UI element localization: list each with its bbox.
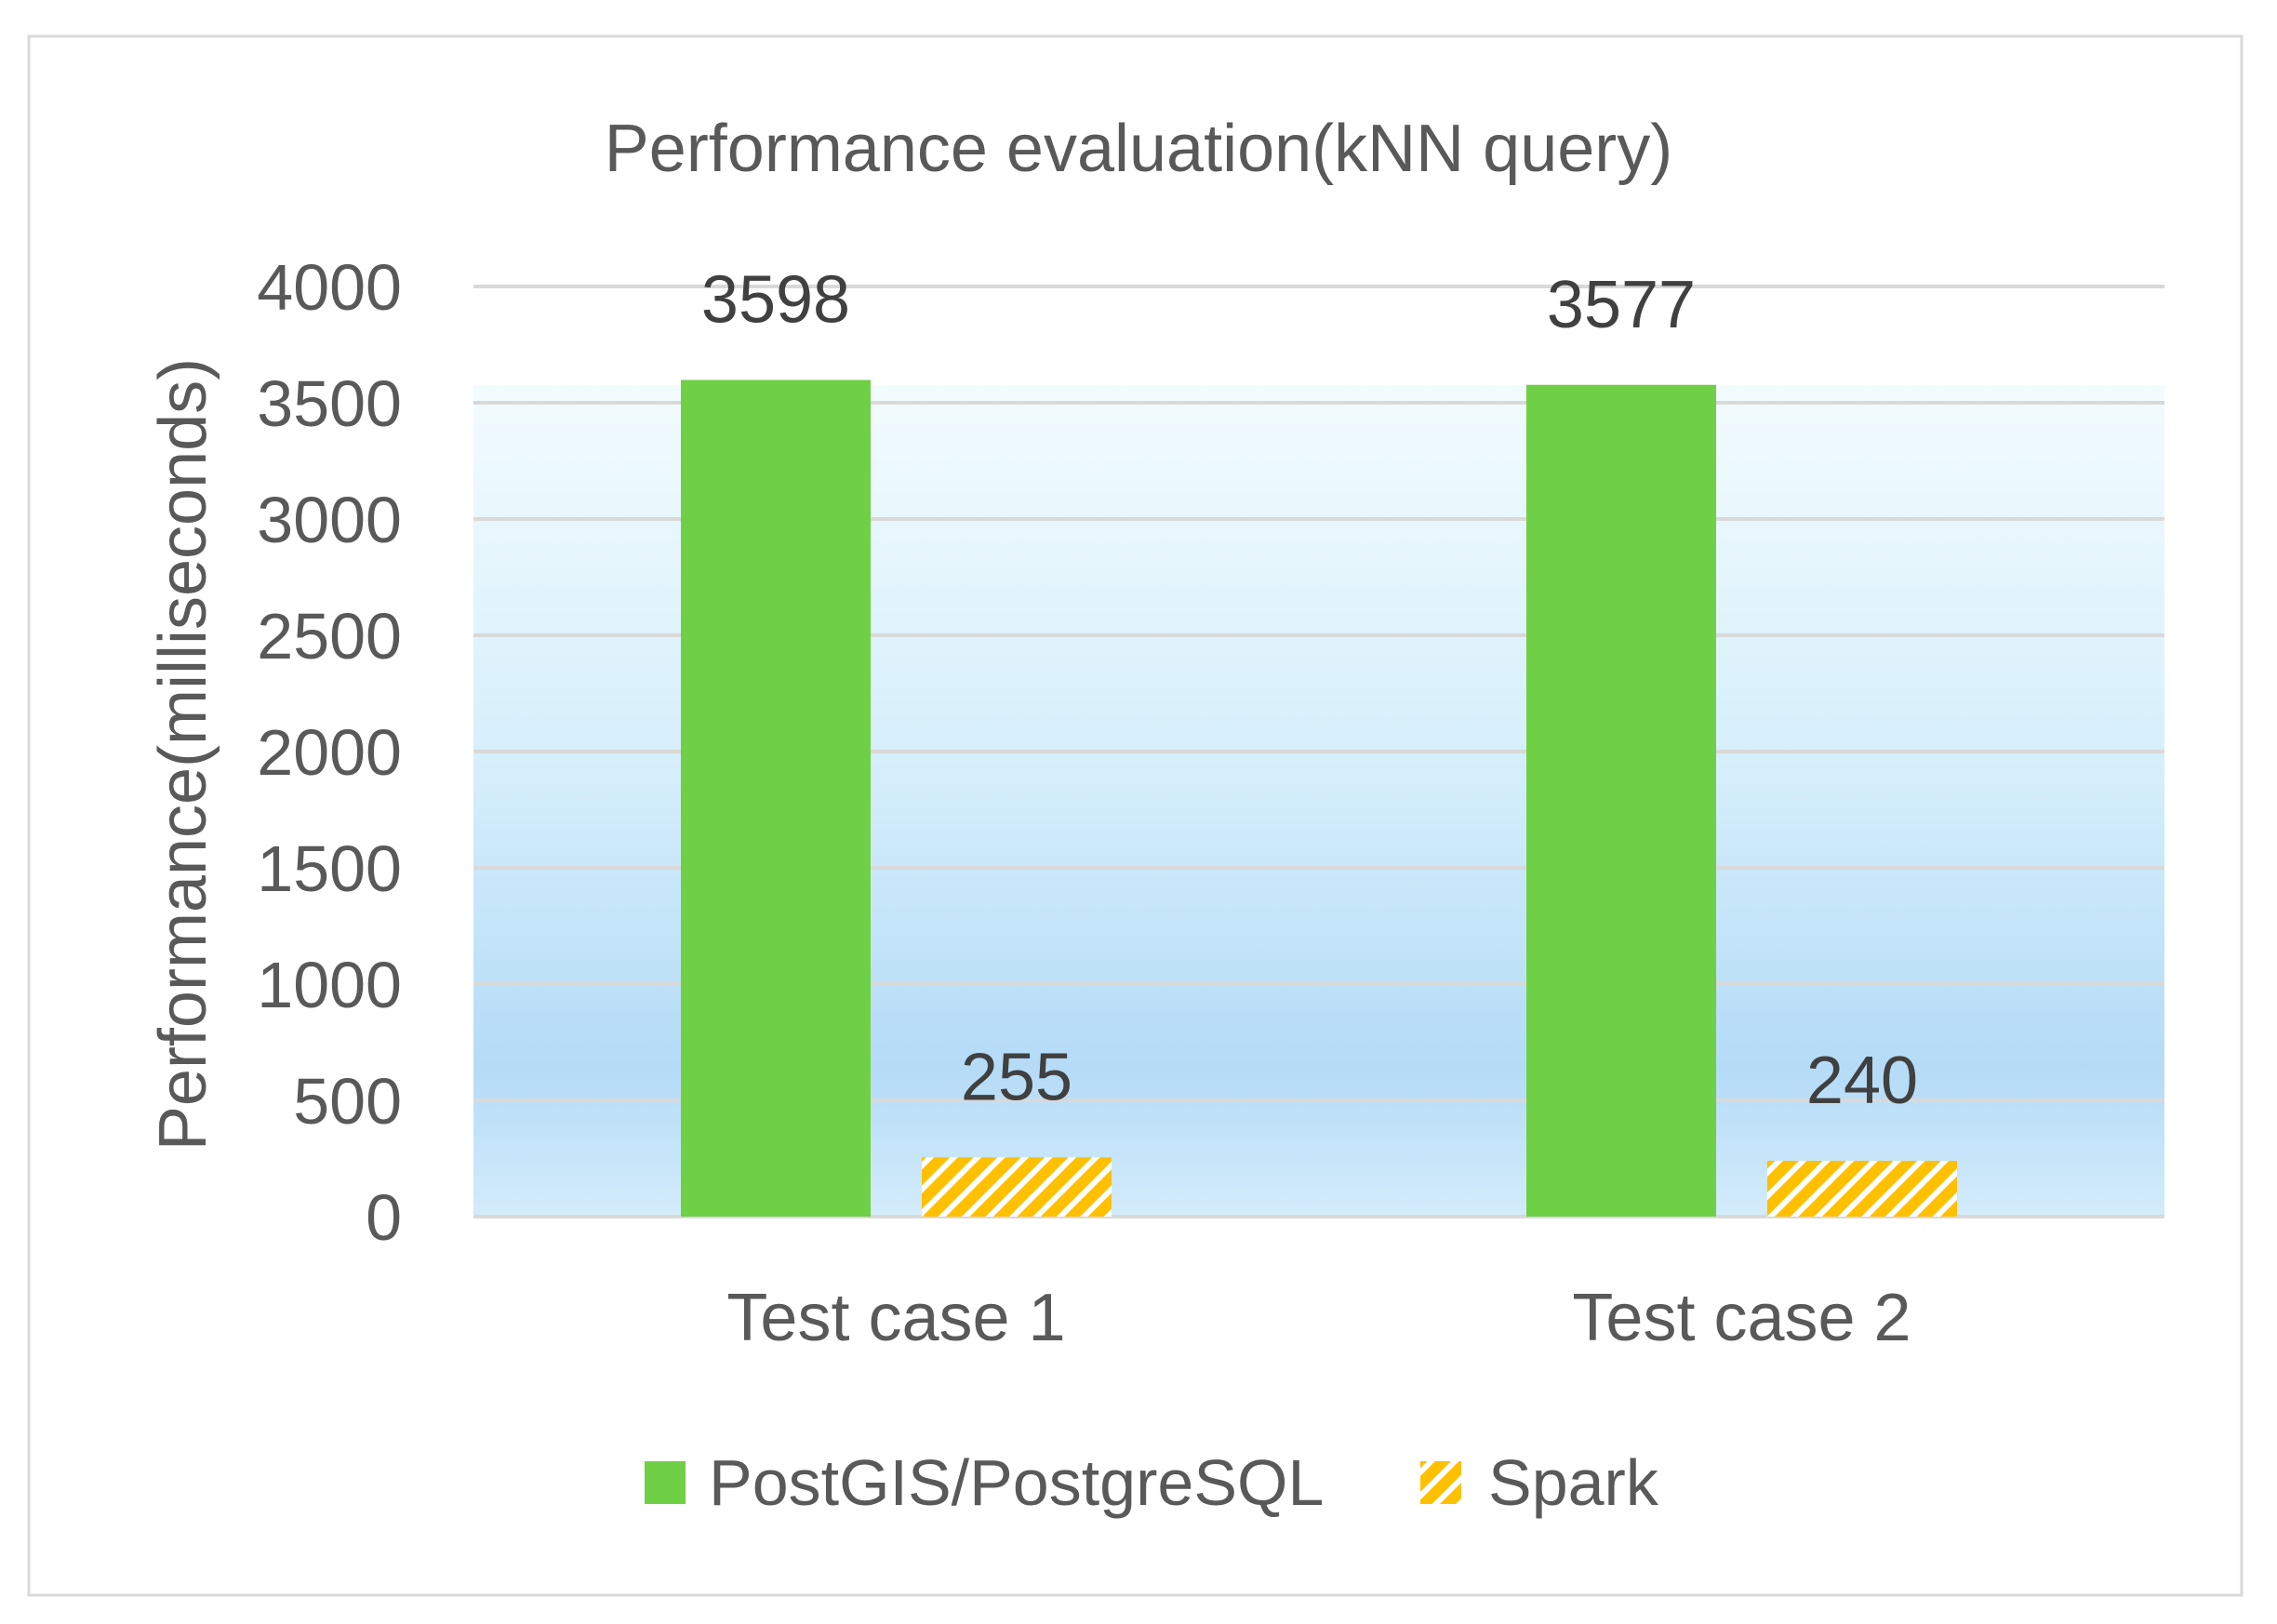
data-label-postgis-postgresql-test-case-1: 3598 xyxy=(701,263,850,338)
y-tick-label: 1500 xyxy=(257,832,402,905)
legend-swatch-postgis-postgresql xyxy=(645,1461,686,1504)
y-tick-label: 1000 xyxy=(257,949,402,1021)
y-tick-label: 2000 xyxy=(257,716,402,789)
y-tick-label: 4000 xyxy=(257,251,402,324)
data-labels: 3598 255 3577 240 xyxy=(701,263,1918,1119)
data-label-spark-test-case-2: 240 xyxy=(1806,1044,1918,1118)
bars xyxy=(681,379,1957,1217)
y-tick-label: 2500 xyxy=(257,600,402,672)
bar-spark-test-case-1 xyxy=(922,1157,1112,1217)
y-tick-label: 3000 xyxy=(257,484,402,556)
y-axis-title: Performance(milliseconds) xyxy=(146,358,220,1151)
legend-label-postgis-postgresql: PostGIS/PostgreSQL xyxy=(709,1446,1324,1519)
legend-swatch-spark xyxy=(1420,1461,1461,1504)
y-tick-label: 3500 xyxy=(257,367,402,440)
y-axis-tick-labels: 0 500 1000 1500 2000 2500 3000 3500 4000 xyxy=(257,251,402,1254)
x-axis-category-labels: Test case 1 Test case 2 xyxy=(726,1281,1911,1355)
legend-label-spark: Spark xyxy=(1488,1446,1659,1519)
bar-spark-test-case-2 xyxy=(1767,1161,1957,1217)
chart-title: Performance evaluation(kNN query) xyxy=(605,112,1672,186)
legend: PostGIS/PostgreSQL Spark xyxy=(645,1446,1659,1519)
data-label-spark-test-case-1: 255 xyxy=(961,1040,1072,1114)
y-tick-label: 0 xyxy=(366,1181,402,1254)
bar-postgis-postgresql-test-case-2 xyxy=(1526,384,1716,1217)
bar-postgis-postgresql-test-case-1 xyxy=(681,379,871,1217)
data-label-postgis-postgresql-test-case-2: 3577 xyxy=(1547,268,1696,342)
x-tick-label: Test case 1 xyxy=(726,1281,1065,1355)
x-tick-label: Test case 2 xyxy=(1572,1281,1911,1355)
y-tick-label: 500 xyxy=(293,1065,402,1138)
